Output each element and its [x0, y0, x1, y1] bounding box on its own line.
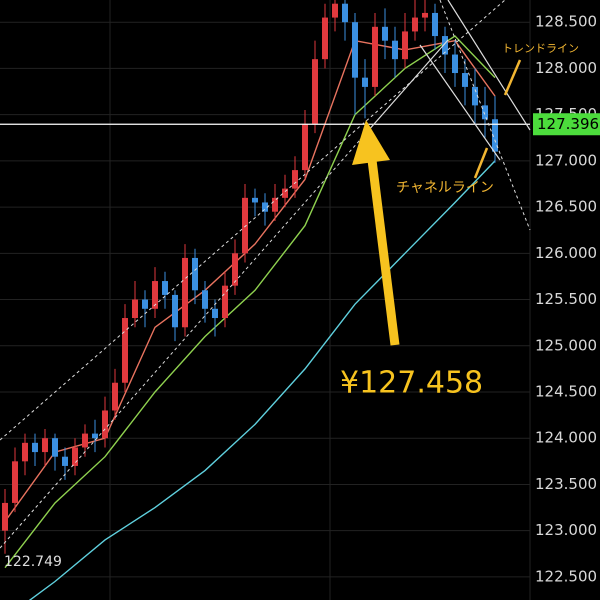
candle-body [22, 442, 28, 462]
candle-body [232, 253, 238, 286]
candle-body [82, 433, 88, 448]
y-tick-label: 128.000 [535, 59, 597, 77]
last-price-box [533, 113, 600, 136]
arrow-head [352, 120, 390, 165]
candle-body [112, 382, 118, 411]
channel-lower [0, 139, 361, 549]
y-tick-label: 125.000 [535, 336, 597, 354]
moving-average [4, 39, 496, 522]
candle-body [322, 17, 328, 60]
candle-body [222, 285, 228, 319]
channel-pointer [473, 147, 489, 179]
y-axis: 122.500 123.000 123.500 124.000 124.500 125.0… [533, 13, 600, 585]
y-tick-label: 124.500 [535, 382, 597, 400]
candle-body [52, 438, 58, 457]
y-tick-label: 127.000 [535, 151, 597, 169]
y-tick-label: 124.000 [535, 429, 597, 447]
candle-body [392, 40, 398, 60]
plot-area: 122.749 [0, 0, 530, 600]
candle-body [122, 318, 128, 383]
channel-upper [0, 0, 506, 441]
candle-body [282, 188, 288, 198]
candle-body [132, 299, 138, 319]
candle-body [342, 3, 348, 23]
candle-body [372, 26, 378, 87]
candle-body [492, 119, 498, 152]
candle-body [272, 197, 278, 212]
candle-body [462, 73, 468, 87]
arrow-shaft [367, 159, 400, 346]
candle-body [92, 433, 98, 439]
last-price-label: 127.396 [537, 115, 599, 133]
candle-body [152, 281, 158, 309]
candle-body [172, 294, 178, 328]
down-channel-upper [439, 0, 531, 231]
trend-pointer [503, 59, 522, 96]
price-callout: ¥127.458 [340, 366, 483, 401]
candle-body [202, 290, 208, 309]
low-price-label: 122.749 [4, 554, 62, 570]
candle-body [12, 461, 18, 503]
channel-line [419, 44, 501, 161]
candle-body [352, 22, 358, 78]
candle-body [162, 281, 168, 295]
channel-line-label: チャネルライン [396, 180, 494, 196]
candle-body [2, 502, 8, 531]
candle-body [252, 197, 258, 203]
y-tick-label: 123.500 [535, 475, 597, 493]
candle-body [192, 257, 198, 291]
candle-body [262, 202, 268, 212]
candle-body [442, 36, 448, 55]
trend-line-label: トレンドライン [502, 42, 579, 55]
candle-body [402, 31, 408, 60]
candle-body [432, 12, 438, 37]
moving-average [28, 160, 496, 600]
trend-line [447, 0, 531, 131]
candle-body [292, 170, 298, 189]
candle-body [382, 26, 388, 41]
channel-lower-solid [359, 39, 449, 141]
grid [0, 21, 530, 578]
moving-average [4, 35, 496, 569]
candle-body [32, 442, 38, 453]
candle-body [332, 3, 338, 18]
candle-body [182, 257, 188, 328]
candle-body [242, 197, 248, 254]
candle-body [102, 410, 108, 439]
candle-body [452, 54, 458, 74]
y-tick-label: 122.500 [535, 567, 597, 585]
vertical-grid [109, 0, 531, 600]
candle-body [62, 456, 68, 466]
y-tick-label: 125.500 [535, 290, 597, 308]
candle-body [482, 105, 488, 120]
candle-body [362, 77, 368, 87]
y-tick-label: 126.000 [535, 244, 597, 262]
candle-body [42, 438, 48, 453]
candle-body [472, 86, 478, 106]
candle-body [422, 12, 428, 18]
candle-body [142, 299, 148, 309]
y-tick-label: 123.000 [535, 521, 597, 539]
candle-body [302, 123, 308, 171]
drawings [0, 0, 531, 549]
y-tick-label: 126.500 [535, 198, 597, 216]
candle-body [212, 308, 218, 319]
candle-body [312, 59, 318, 124]
candle-body [72, 447, 78, 466]
candle-body [412, 17, 418, 32]
y-tick-label: 128.500 [535, 13, 597, 31]
